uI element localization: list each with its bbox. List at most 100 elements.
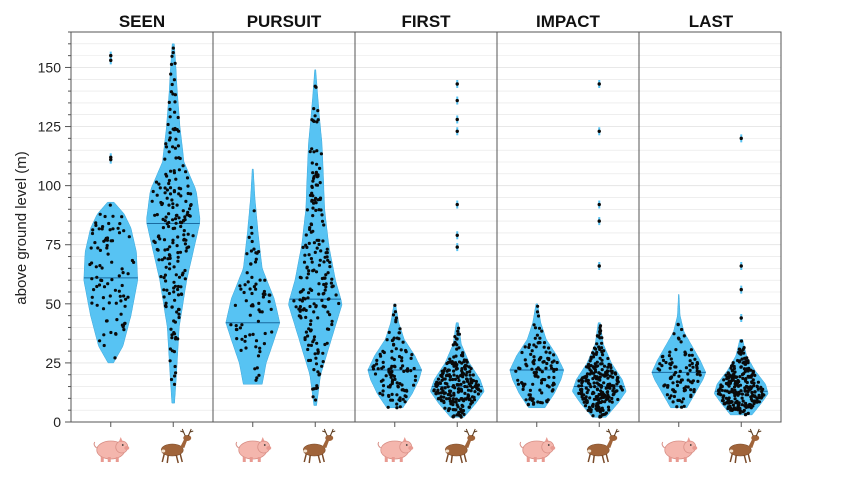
data-point	[158, 237, 162, 241]
data-point	[476, 392, 480, 396]
data-point	[521, 384, 526, 388]
data-point	[372, 364, 376, 368]
data-point	[413, 378, 417, 382]
data-point	[240, 337, 244, 341]
data-point	[391, 313, 396, 317]
data-point	[445, 369, 449, 373]
data-point	[177, 156, 181, 160]
data-point	[538, 341, 542, 345]
data-point	[538, 388, 542, 392]
data-point	[167, 203, 171, 207]
data-point	[403, 400, 407, 404]
data-point	[448, 389, 452, 393]
data-point	[670, 375, 674, 379]
data-point	[154, 180, 159, 184]
data-point	[104, 319, 109, 323]
data-point	[176, 235, 180, 239]
data-point	[390, 370, 394, 374]
data-point	[381, 389, 385, 393]
data-point	[550, 366, 554, 370]
data-point	[174, 156, 178, 160]
data-point	[314, 305, 318, 309]
data-point	[469, 377, 473, 381]
data-point	[734, 383, 738, 387]
data-point	[243, 334, 247, 339]
data-point	[609, 366, 613, 370]
data-point	[740, 396, 744, 400]
data-point	[469, 379, 473, 383]
data-point	[591, 377, 595, 381]
data-point	[126, 272, 130, 276]
data-point	[110, 260, 114, 264]
data-point	[440, 372, 445, 376]
data-point	[390, 349, 394, 353]
data-point	[314, 196, 318, 200]
data-point	[727, 396, 731, 400]
data-point	[389, 375, 393, 379]
data-point	[666, 385, 670, 389]
data-point	[532, 358, 536, 362]
data-point	[392, 357, 396, 362]
panel-title-seen: SEEN	[119, 12, 165, 31]
data-point	[305, 276, 309, 280]
data-point	[184, 238, 188, 242]
data-point	[684, 385, 688, 389]
data-point	[321, 239, 325, 243]
data-point	[311, 395, 315, 399]
data-point	[248, 287, 252, 291]
data-point	[401, 340, 405, 344]
data-point	[665, 393, 670, 397]
data-point	[439, 395, 443, 399]
data-point	[552, 353, 556, 357]
data-point	[168, 107, 172, 111]
data-point	[606, 365, 610, 369]
data-point	[671, 400, 675, 404]
data-point	[251, 303, 255, 307]
data-point	[679, 378, 684, 382]
data-point	[387, 330, 391, 334]
data-point	[250, 291, 254, 296]
data-point	[309, 223, 314, 227]
data-point	[742, 351, 746, 355]
data-point	[376, 367, 380, 371]
data-point	[385, 338, 389, 342]
data-point	[181, 271, 185, 275]
data-point	[465, 377, 469, 381]
data-point	[734, 375, 738, 379]
data-point	[312, 176, 316, 180]
data-point	[168, 256, 172, 260]
data-point	[756, 387, 760, 391]
data-point	[600, 368, 604, 372]
data-point	[747, 375, 751, 379]
data-point	[373, 372, 378, 376]
data-point	[661, 354, 665, 358]
data-point	[307, 358, 311, 363]
data-point	[451, 403, 455, 407]
data-point	[167, 220, 171, 225]
pig-icon	[235, 436, 272, 463]
data-point	[111, 214, 115, 218]
panel-title-last: LAST	[689, 12, 734, 31]
data-point	[397, 331, 401, 335]
data-point	[386, 405, 390, 409]
data-point	[608, 374, 612, 378]
data-point	[454, 364, 458, 368]
data-point	[392, 343, 396, 347]
data-point	[403, 394, 407, 398]
data-point	[442, 395, 446, 399]
y-tick-label: 75	[45, 237, 61, 253]
data-point	[720, 384, 724, 389]
data-point	[183, 277, 187, 281]
outlier-point	[739, 287, 743, 292]
data-point	[595, 364, 599, 368]
data-point	[688, 359, 692, 363]
data-point	[312, 310, 316, 314]
data-point	[598, 356, 602, 360]
data-point	[658, 368, 662, 372]
data-point	[619, 385, 623, 389]
y-tick-label: 0	[53, 414, 61, 430]
data-point	[592, 366, 596, 370]
data-point	[677, 374, 681, 378]
data-point	[540, 391, 544, 395]
